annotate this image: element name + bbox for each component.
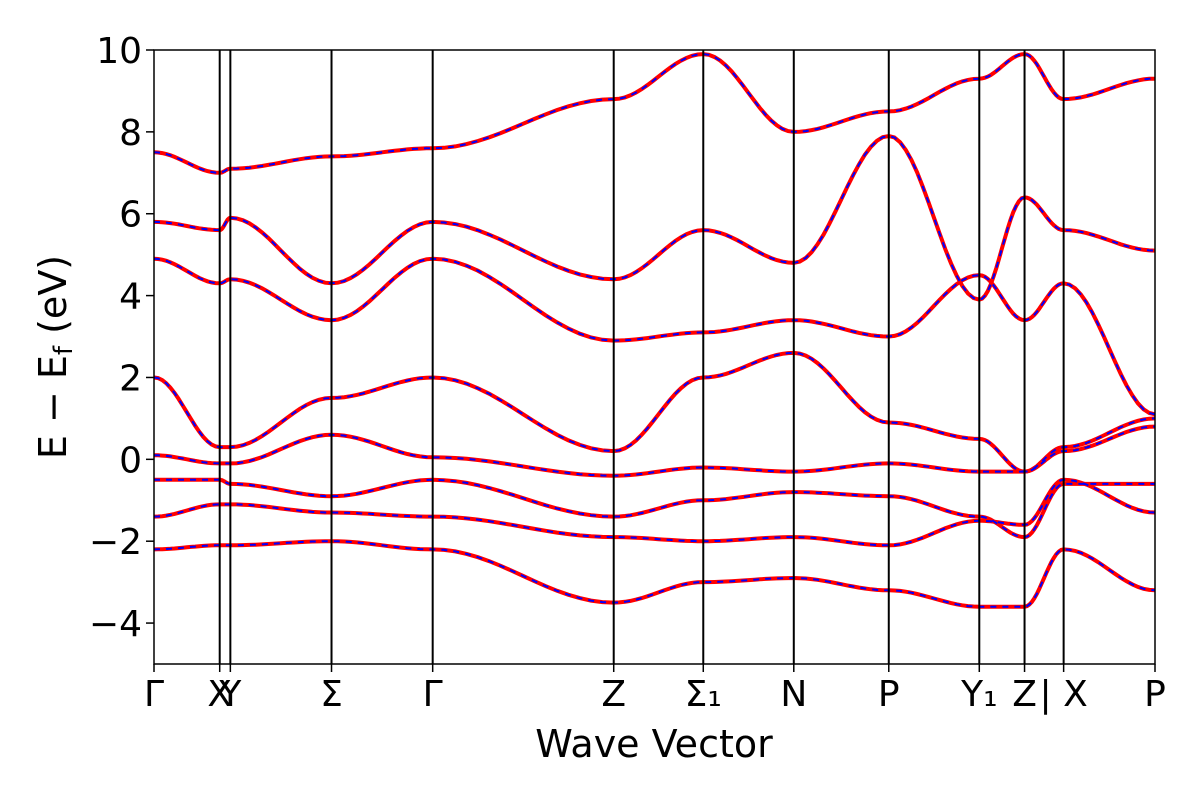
band-line-blue-5 [154, 257, 1155, 416]
y-axis-label-main: E − E [31, 355, 75, 459]
x-tick-label: Σ₁ [685, 674, 722, 715]
y-axis-label: E − Ef (eV) [31, 255, 79, 459]
plot-frame [153, 49, 1156, 665]
band-line-red-3 [154, 424, 1155, 478]
band-line-blue-7 [154, 53, 1155, 174]
band-line-red-4 [154, 350, 1155, 474]
x-tick-label: | X [1040, 674, 1088, 715]
y-tick-label: 4 [119, 277, 142, 318]
y-tick-label: 0 [119, 440, 142, 481]
x-tick-label: N [780, 674, 807, 715]
x-tick-label: Y₁ [960, 674, 997, 715]
y-tick-label: 6 [119, 195, 142, 236]
band-line-red-1 [154, 477, 1155, 548]
x-tick-label: Z [601, 674, 626, 715]
y-axis-label-sub: f [49, 345, 79, 355]
x-tick-label: Σ [320, 674, 343, 715]
x-tick-label: Y [218, 674, 242, 715]
x-tick-label: Z [1012, 674, 1037, 715]
y-tick-label: −2 [89, 522, 142, 563]
band-line-blue-4 [154, 351, 1155, 473]
band-line-red-0 [154, 539, 1155, 609]
band-lines [154, 52, 1155, 609]
band-line-red-7 [154, 52, 1155, 175]
band-line-blue-0 [154, 540, 1155, 608]
y-tick-label: 8 [119, 113, 142, 154]
y-tick-label: 2 [119, 358, 142, 399]
x-tick-label: X [207, 674, 232, 715]
x-axis-label: Wave Vector [535, 722, 773, 766]
x-tick-label: Γ [423, 674, 443, 715]
band-line-blue-3 [154, 425, 1155, 477]
y-tick-label: −4 [89, 604, 142, 645]
high-symmetry-lines [218, 50, 1065, 664]
x-tick-label: P [878, 674, 900, 715]
band-line-red-6 [154, 133, 1155, 302]
band-line-blue-6 [154, 134, 1155, 301]
y-axis-ticks: 10 8 6 4 2 0 −2 −4 [89, 31, 154, 645]
y-tick-label: 10 [96, 31, 142, 72]
x-tick-label: P [1144, 674, 1166, 715]
y-axis-label-unit: (eV) [31, 255, 75, 346]
x-tick-label: Γ [144, 674, 164, 715]
